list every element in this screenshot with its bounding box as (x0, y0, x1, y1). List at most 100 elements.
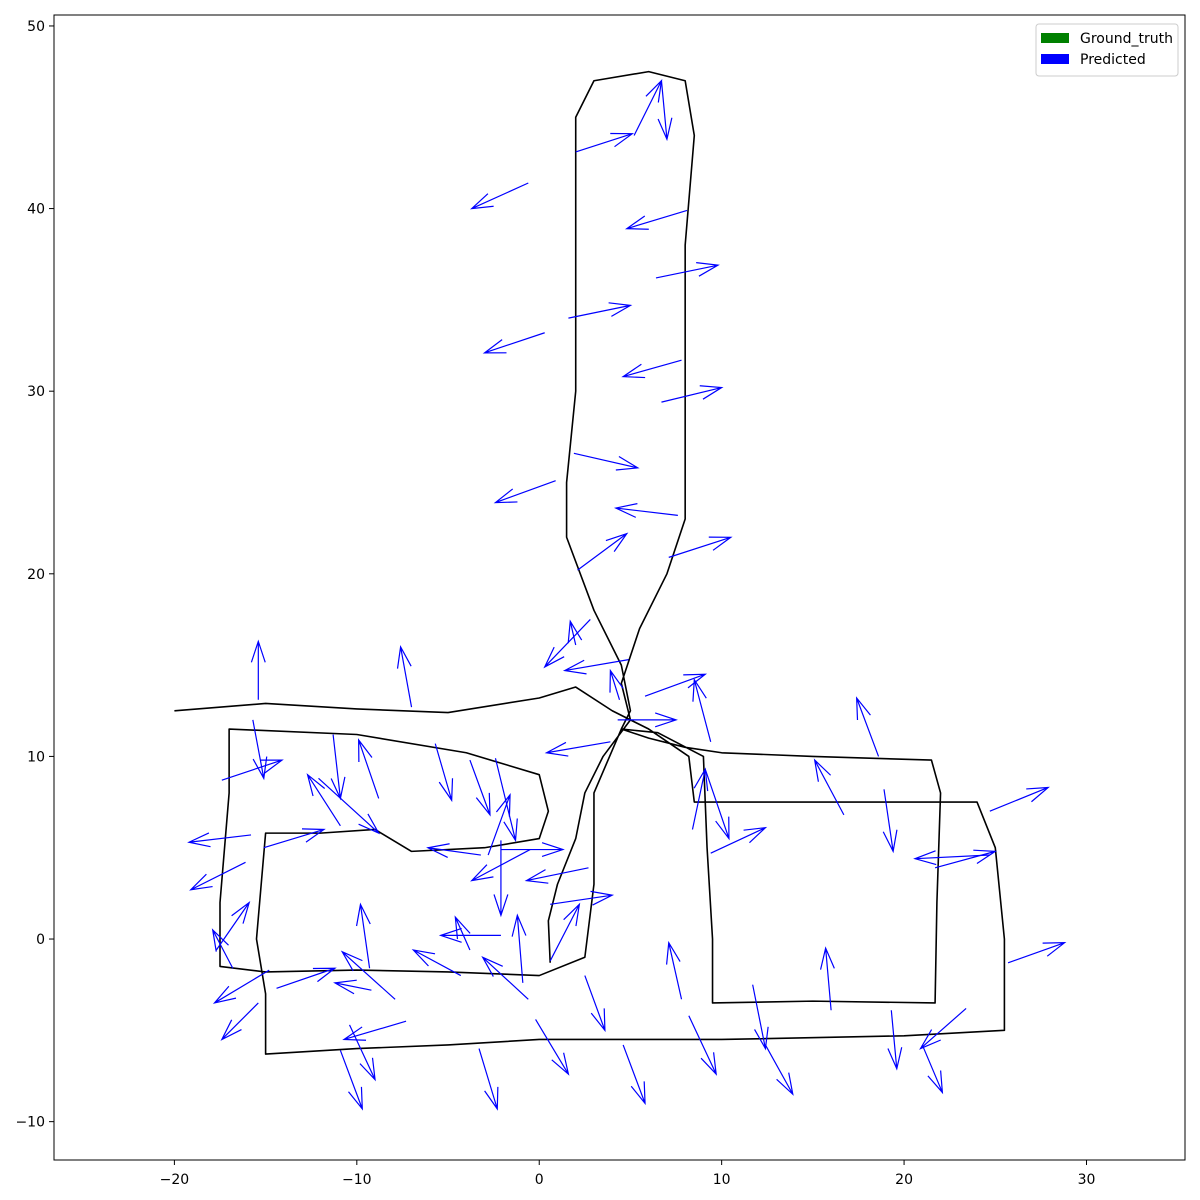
arrow (710, 826, 768, 854)
arrow (764, 1044, 794, 1096)
arrow (549, 902, 581, 962)
arrow (819, 946, 835, 1011)
arrow (396, 644, 413, 708)
x-tick-label: 20 (895, 1172, 913, 1188)
arrow (438, 927, 501, 943)
arrow (575, 132, 635, 153)
arrow (752, 984, 769, 1051)
trajectory (174, 70, 1006, 1055)
arrow (617, 712, 678, 728)
y-tick-label: 30 (27, 384, 45, 400)
arrow (543, 619, 591, 669)
arrow (250, 639, 266, 700)
arrow (478, 1048, 499, 1111)
y-tick-label: 0 (36, 932, 45, 948)
arrow (544, 741, 611, 757)
arrow (882, 789, 898, 854)
arrow (481, 956, 529, 1000)
y-tick-label: 10 (27, 749, 45, 765)
arrow (550, 890, 615, 906)
arrow (584, 975, 606, 1033)
arrow (215, 900, 251, 951)
arrow (306, 773, 341, 827)
x-tick-label: −10 (342, 1172, 372, 1188)
y-tick-label: 50 (27, 19, 45, 35)
x-tick-label: 0 (535, 1172, 544, 1188)
arrow (657, 80, 673, 142)
arrow (252, 719, 268, 781)
arrow (524, 867, 589, 884)
y-tick-label: −10 (15, 1115, 45, 1131)
arrow (568, 302, 633, 319)
arrow (426, 843, 481, 858)
arrow (692, 677, 712, 742)
arrow (655, 262, 720, 279)
arrow (621, 359, 682, 379)
legend-swatch (1041, 54, 1069, 64)
arrow (1007, 942, 1067, 964)
legend-label: Ground_truth (1080, 31, 1173, 47)
arrow (342, 1020, 407, 1041)
y-tick-label: 40 (27, 202, 45, 218)
x-tick-label: −20 (160, 1172, 190, 1188)
arrow (493, 480, 556, 504)
arrow (573, 452, 640, 471)
arrow (411, 949, 462, 977)
arrow (470, 182, 529, 210)
arrow (887, 1010, 903, 1071)
arrow (348, 1024, 376, 1082)
arrow (661, 385, 724, 403)
arrow (187, 832, 252, 848)
arrow (221, 759, 284, 781)
legend: Ground_truth Predicted (1035, 23, 1179, 77)
arrow (813, 758, 845, 816)
arrow (340, 950, 396, 1000)
arrow (330, 734, 346, 801)
arrow (855, 696, 880, 757)
arrow (493, 840, 509, 918)
arrow (494, 758, 518, 843)
arrow (220, 1002, 259, 1041)
plot-frame (53, 14, 1186, 1161)
x-tick-label: 30 (1078, 1172, 1096, 1188)
arrow (609, 668, 624, 700)
arrow (613, 503, 678, 518)
arrow (562, 659, 629, 675)
arrow (622, 1044, 646, 1106)
arrow (434, 743, 454, 803)
arrow (454, 915, 471, 951)
arrow (211, 928, 234, 969)
legend-box (1035, 23, 1179, 77)
arrow (500, 842, 565, 858)
arrow (339, 1050, 363, 1111)
arrow (665, 940, 683, 1000)
arrow (704, 769, 730, 841)
arrow (511, 913, 527, 983)
arrow (469, 759, 491, 817)
arrow (919, 1007, 967, 1050)
arrow (668, 536, 733, 558)
arrow (355, 902, 371, 969)
arrow (189, 861, 246, 891)
arrow (633, 79, 663, 136)
arrow (212, 969, 270, 1004)
arrow (913, 850, 990, 866)
arrow (482, 332, 545, 354)
arrow (333, 979, 372, 995)
arrow (989, 786, 1050, 812)
arrow (318, 777, 381, 835)
arrow (263, 828, 326, 849)
arrow (358, 738, 380, 799)
arrow (921, 1044, 944, 1095)
y-tick-label: 20 (27, 567, 45, 583)
arrow (535, 1019, 570, 1076)
arrow (688, 1015, 717, 1076)
x-tick-label: 10 (713, 1172, 731, 1188)
arrow (691, 767, 709, 830)
arrow (934, 849, 998, 869)
legend-label: Predicted (1080, 52, 1146, 68)
arrow (577, 532, 629, 571)
arrow (276, 967, 337, 989)
arrow (567, 619, 583, 646)
